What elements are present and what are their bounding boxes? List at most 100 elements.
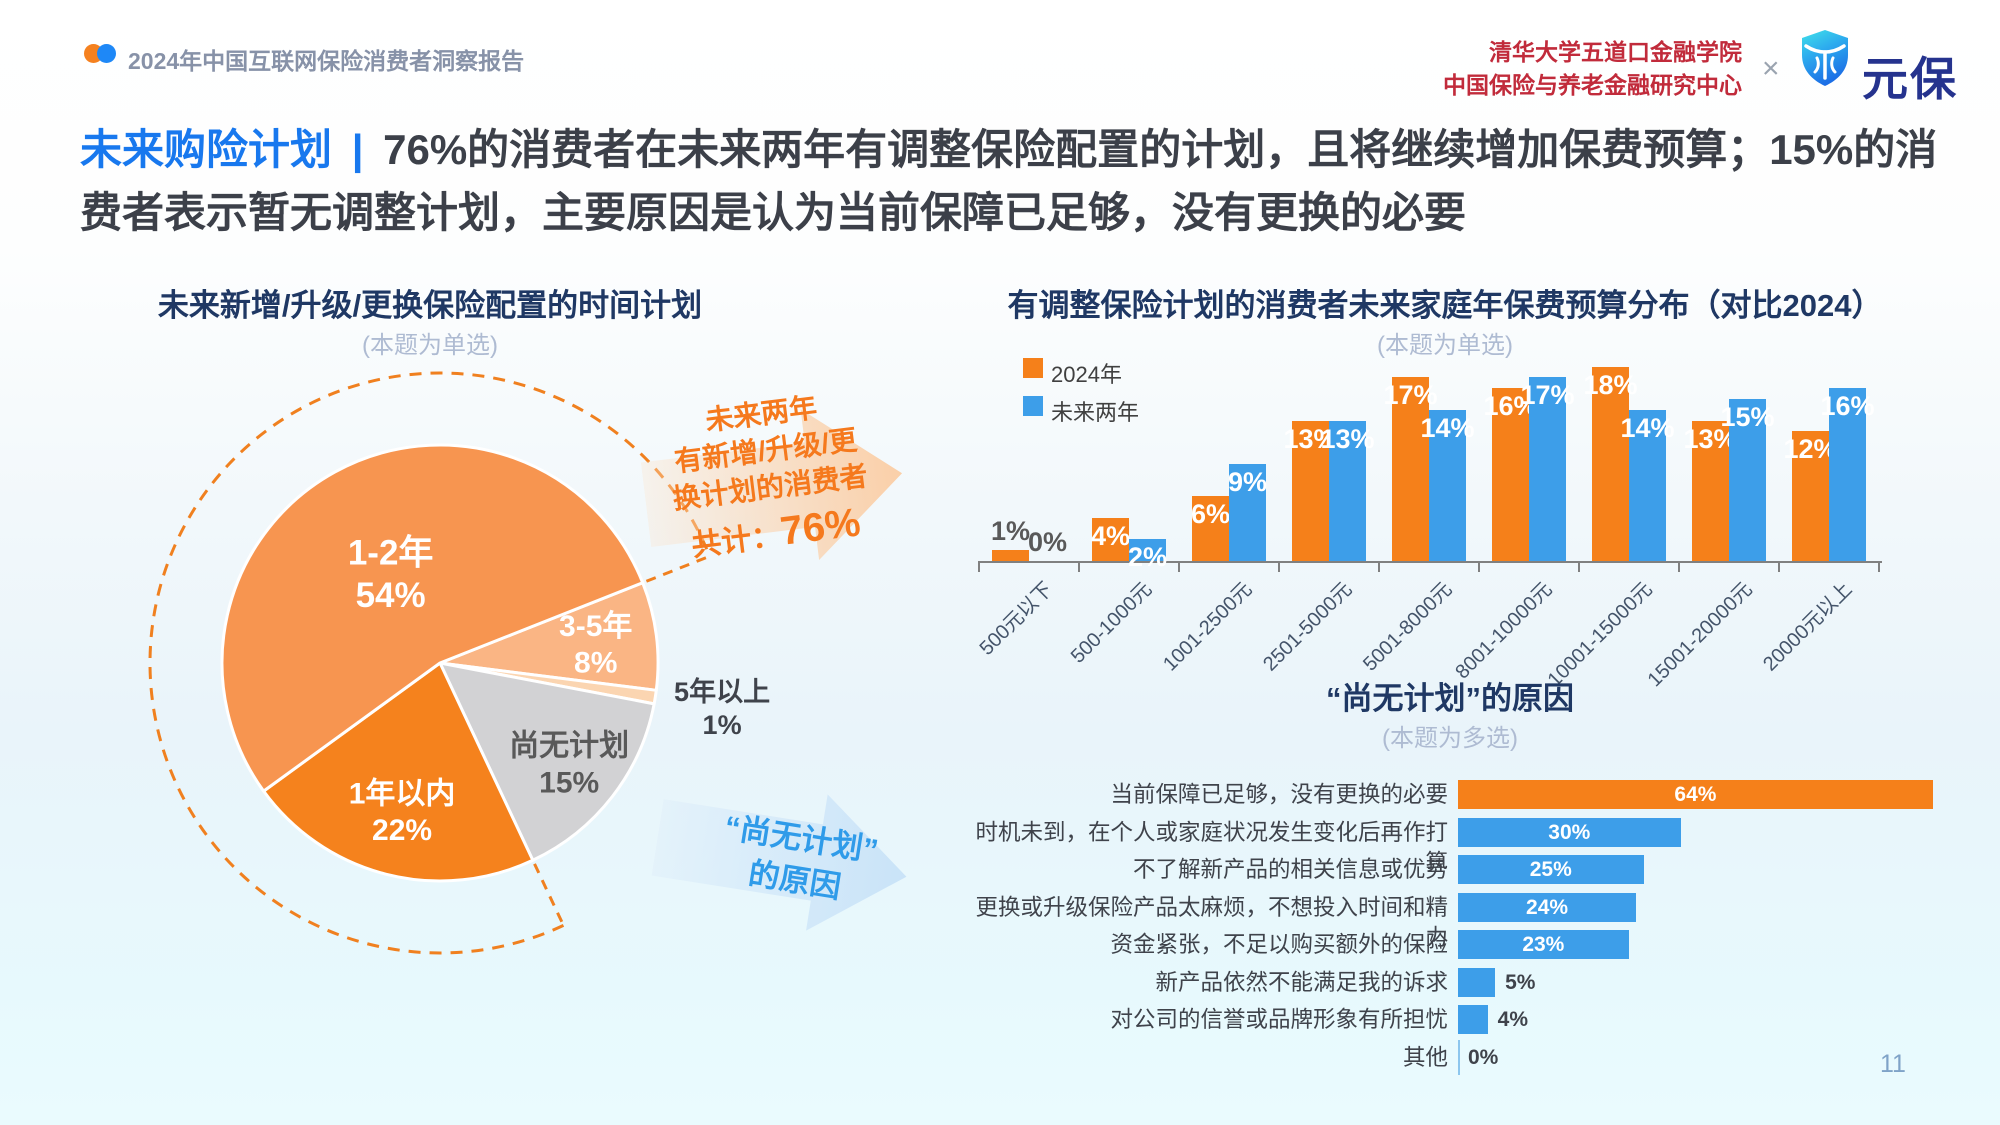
reason-label: 不了解新产品的相关信息或优势 <box>1132 857 1448 882</box>
x-axis-tick <box>1678 563 1680 572</box>
x-axis-tick <box>978 563 980 572</box>
reason-bar <box>1458 967 1496 997</box>
bar-value-label: 14% <box>1620 412 1675 443</box>
bar-value-label: 2% <box>1127 542 1168 573</box>
reason-label: 更换或升级保险产品太麻烦，不想投入时间和精力 <box>975 894 1448 950</box>
bar-value-label: 13% <box>1283 423 1338 454</box>
institution-block: 清华大学五道口金融学院 中国保险与养老金融研究中心 <box>1443 36 1742 101</box>
x-axis-tick <box>1878 563 1880 572</box>
reason-bar <box>1458 892 1637 922</box>
reason-value-label: 23% <box>1522 933 1565 956</box>
bar-未来两年-8001-10000元 <box>1529 377 1566 561</box>
bar-value-label: 16% <box>1483 391 1538 422</box>
reason-value-label: 64% <box>1674 783 1717 806</box>
callout-total-label: 共计： <box>689 518 784 563</box>
budget-bar-chart: 1% 0% 500元以下 4% 2% 500-1000元 6% 9% 1001-2500元 13%… <box>975 366 1908 691</box>
legend-swatch-future <box>1023 396 1043 416</box>
brand-shield-icon <box>1802 30 1848 86</box>
page-headline: 未来购险计划 | 76%的消费者在未来两年有调整保险配置的计划，且将继续增加保费… <box>80 118 1942 244</box>
x-axis-label: 2501-5000元 <box>1259 578 1357 676</box>
brand-name: 元保 <box>1862 53 1958 105</box>
reason-label: 新产品依然不能满足我的诉求 <box>1155 969 1448 995</box>
x-axis <box>978 561 1882 563</box>
pie-slice-1年以内 <box>262 661 535 883</box>
reason-bar <box>1458 855 1644 884</box>
reasons-note: (本题为多选) <box>1382 725 1518 752</box>
callout-total-value: 76% <box>777 500 863 554</box>
reason-value-label: 25% <box>1529 858 1572 881</box>
pie-chart-svg: 3-5年 8% 5年以上 1% 尚无计划 15% 1年以内 22% 1-2年 54% <box>148 371 770 955</box>
headline-body: 76%的消费者在未来两年有调整保险配置的计划，且将继续增加保费预算；15%的消费… <box>80 126 1938 236</box>
blue-dot-icon <box>97 44 116 63</box>
bar-2024年-15001-20000元 <box>1692 420 1729 561</box>
bar-2024年-8001-10000元 <box>1492 388 1529 561</box>
pie-chart-note: (本题为单选) <box>362 332 498 359</box>
headline-lead: 未来购险计划 <box>80 126 333 173</box>
reason-label: 其他 <box>1402 1044 1448 1070</box>
x-axis-label: 500-1000元 <box>1067 578 1157 668</box>
headline-separator: | <box>351 126 364 173</box>
bar-value-label: 14% <box>1420 412 1475 443</box>
x-axis-tick <box>1378 563 1380 572</box>
bar-未来两年-20000元以上 <box>1829 388 1866 561</box>
bar-value-label: 17% <box>1520 380 1575 411</box>
bar-value-label: 12% <box>1783 434 1838 465</box>
multiply-icon: × <box>1762 52 1780 85</box>
x-axis-label: 500元以下 <box>975 578 1057 660</box>
institution-line1: 清华大学五道口金融学院 <box>1489 39 1742 65</box>
bar-2024年-10001-15000元 <box>1592 366 1629 561</box>
reason-label: 时机未到，在个人或家庭状况发生变化后再作打算 <box>975 819 1448 875</box>
institution-line2: 中国保险与养老金融研究中心 <box>1443 71 1742 98</box>
x-axis-label: 8001-10000元 <box>1451 578 1557 684</box>
reason-value-label: 5% <box>1505 970 1536 994</box>
bar-value-label: 6% <box>1190 499 1231 530</box>
bar-value-label: 16% <box>1820 391 1875 422</box>
x-axis-label: 20000元以上 <box>1759 578 1857 676</box>
bar-2024年-2501-5000元 <box>1292 420 1329 561</box>
pie-chart: 3-5年 8% 5年以上 1% 尚无计划 15% 1年以内 22% 1-2年 54% <box>90 313 790 1013</box>
pie-slice-label-1年以内: 1年以内 22% <box>349 777 456 847</box>
bar-value-label: 18% <box>1583 369 1638 400</box>
reasons-title: “尚无计划”的原因 <box>1326 681 1574 716</box>
bar-value-label: 1% <box>990 516 1031 547</box>
reason-label: 对公司的信誉或品牌形象有所担忧 <box>1110 1007 1448 1032</box>
bar-value-label: 0% <box>1027 527 1068 557</box>
pie-chart-title: 未来新增/升级/更换保险配置的时间计划 <box>157 288 703 323</box>
reason-value-label: 30% <box>1548 820 1591 844</box>
reason-bar <box>1458 780 1933 809</box>
pie-slice-尚无计划 <box>438 661 656 862</box>
bar-未来两年-500-1000元 <box>1129 539 1166 561</box>
x-axis-label: 5001-8000元 <box>1359 578 1457 676</box>
bar-未来两年-2501-5000元 <box>1329 420 1366 561</box>
bar-value-label: 4% <box>1090 520 1131 551</box>
reason-bar <box>1458 930 1629 959</box>
bar-未来两年-15001-20000元 <box>1729 399 1766 561</box>
x-axis-label: 1001-2500元 <box>1159 578 1257 676</box>
pie-dashed-connector <box>533 863 565 927</box>
bar-2024年-500-1000元 <box>1092 517 1129 561</box>
pie-slice-label-5年以上: 5年以上 1% <box>674 676 770 740</box>
reason-bar <box>1458 1005 1488 1034</box>
budget-chart-note: (本题为单选) <box>1377 332 1513 359</box>
reason-bar <box>1458 817 1681 847</box>
pie-slice-label-1-2年: 1-2年 54% <box>348 533 434 615</box>
page-number: 11 <box>1880 1050 1906 1078</box>
reasons-bar-chart: 当前保障已足够，没有更换的必要 64% 时机未到，在个人或家庭状况发生变化后再作打算… <box>960 780 1960 1082</box>
bar-2024年-1001-2500元 <box>1192 496 1229 561</box>
pie-dashed-arc <box>148 371 712 955</box>
pie-slice-1-2年 <box>220 443 645 793</box>
pie-dashed-connector <box>645 554 711 583</box>
pie-slice-label-尚无计划: 尚无计划 15% <box>509 730 629 800</box>
bar-value-label: 15% <box>1720 402 1775 432</box>
legend-label-2024: 2024年 <box>1051 362 1122 387</box>
reason-zero-axis <box>1458 1039 1460 1075</box>
report-title: 2024年中国互联网保险消费者洞察报告 <box>128 48 525 74</box>
x-axis-tick <box>1178 563 1180 572</box>
budget-chart-title: 有调整保险计划的消费者未来家庭年保费预算分布（对比2024） <box>1007 288 1883 323</box>
reason-value-label: 4% <box>1497 1008 1529 1031</box>
bar-未来两年-10001-15000元 <box>1629 409 1666 561</box>
bar-2024年-500元以下 <box>992 550 1029 561</box>
reason-label: 资金紧张，不足以购买额外的保险 <box>1110 932 1448 957</box>
pie-slice-label-3-5年: 3-5年 8% <box>559 610 632 680</box>
